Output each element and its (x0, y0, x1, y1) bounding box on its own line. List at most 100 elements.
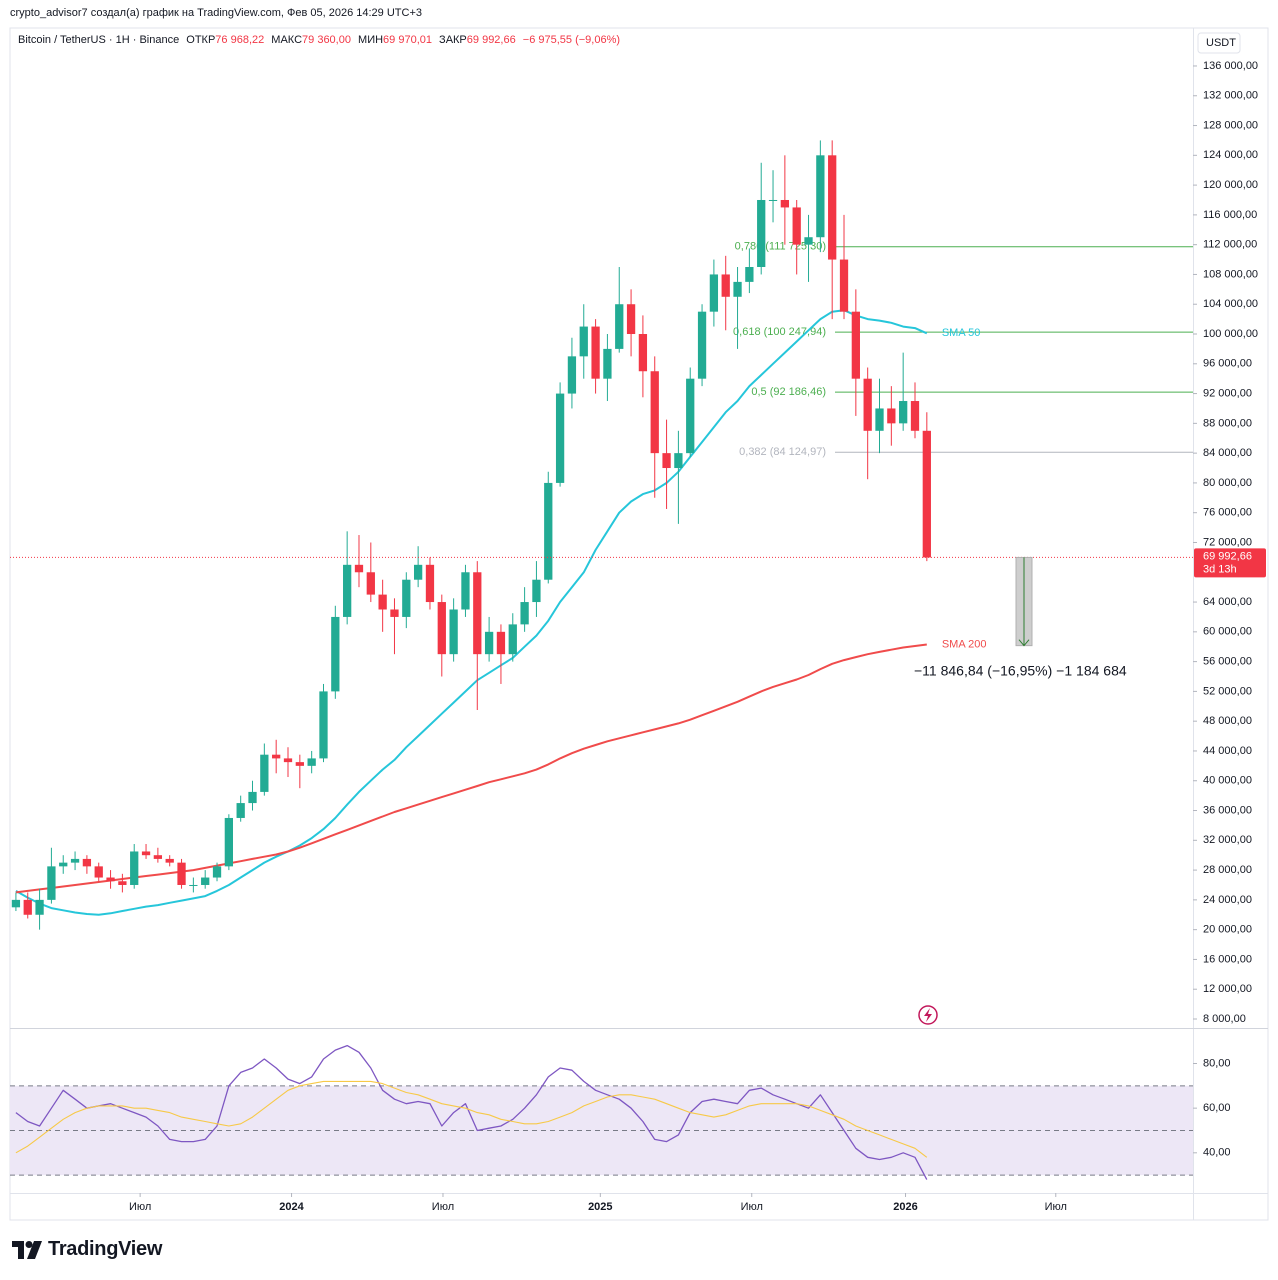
candle-body (792, 207, 801, 245)
candle-body (780, 199, 790, 208)
candle-body (721, 274, 730, 297)
y-tick-label: 32 000,00 (1203, 834, 1252, 846)
ohlc-label: ОТКР (186, 34, 216, 46)
ohlc-value: 79 360,00 (302, 34, 351, 46)
y-tick-label: 132 000,00 (1203, 90, 1258, 102)
candle-body (106, 877, 115, 882)
y-tick-label: 72 000,00 (1203, 536, 1252, 548)
ohlc-label: МАКС (271, 34, 303, 46)
measure-label: −11 846,84 (−16,95%) −1 184 684 (914, 662, 1127, 678)
candle-body (768, 199, 778, 201)
candle-body (260, 754, 269, 792)
candle-body (165, 858, 174, 863)
candle-body (899, 401, 908, 424)
candle-body (922, 430, 931, 558)
x-tick-label: Июл (129, 1201, 151, 1213)
candle-body (875, 408, 884, 431)
currency: USDT (1206, 37, 1236, 49)
x-tick-label: Июл (432, 1201, 454, 1213)
y-tick-label: 12 000,00 (1203, 983, 1252, 995)
candle-body (686, 378, 695, 454)
x-tick-label: 2024 (279, 1201, 304, 1213)
y-tick-label: 84 000,00 (1203, 447, 1252, 459)
candle-body (449, 609, 458, 655)
y-tick-label: 76 000,00 (1203, 507, 1252, 519)
candle-body (745, 267, 754, 282)
candle-body (662, 453, 671, 469)
y-tick-label: 136 000,00 (1203, 60, 1258, 72)
candle-body (378, 594, 387, 610)
candle-body (295, 762, 304, 766)
last-price-countdown: 3d 13h (1203, 563, 1237, 575)
ohlc-value: 69 970,01 (383, 34, 432, 46)
chart-frame (9, 27, 1269, 1221)
y-tick-label: 40 000,00 (1203, 775, 1252, 787)
change: −6 975,55 (−9,06%) (522, 34, 621, 46)
candle-body (603, 348, 612, 379)
candle-body (153, 855, 163, 859)
symbol: Bitcoin / TetherUS · 1H · Binance (18, 34, 180, 46)
candle-body (212, 866, 222, 878)
candle-body (851, 311, 860, 379)
line-series (15, 643, 927, 894)
candle-body (863, 378, 872, 431)
candle-body (59, 862, 68, 867)
candle-body (733, 281, 742, 297)
candle-body (82, 858, 92, 867)
candle-body (567, 356, 577, 394)
candle-body (224, 817, 233, 867)
candle-body (615, 304, 624, 349)
y-tick-label: 64 000,00 (1203, 596, 1252, 608)
candle-body (626, 304, 636, 335)
series-label: SMA 50 (942, 327, 981, 339)
y-tick-label: 88 000,00 (1203, 417, 1252, 429)
candle-body (650, 371, 659, 454)
candle-body (70, 858, 80, 863)
candle-body (201, 877, 210, 885)
candle-body (591, 326, 600, 379)
ohlc-label: МИН (358, 34, 384, 46)
brand-logo (12, 1240, 42, 1259)
y-tick-label: 128 000,00 (1203, 119, 1258, 131)
y-tick-label: 116 000,00 (1203, 209, 1257, 221)
candle-body (579, 326, 588, 357)
candle-body (331, 616, 340, 692)
candle-body (532, 579, 541, 603)
line-series (15, 1044, 928, 1180)
measure-arrowhead (1018, 639, 1030, 647)
y-tick-label: 104 000,00 (1203, 298, 1258, 310)
candle-body (638, 334, 648, 372)
ohlc-label: ЗАКР (439, 34, 467, 46)
candle-body (555, 393, 565, 483)
currency-box (1197, 32, 1241, 54)
candle-body (248, 791, 257, 804)
candle-body (674, 453, 683, 469)
candle-body (94, 866, 103, 878)
y-tick-label: 108 000,00 (1203, 268, 1258, 280)
brand: TradingView (48, 1238, 163, 1260)
candle-body (839, 259, 849, 312)
y-tick-label: 8 000,00 (1203, 1013, 1246, 1025)
candle-body (520, 602, 529, 625)
candle-body (130, 851, 139, 885)
candle-body (828, 155, 837, 260)
last-price-box (1194, 548, 1266, 578)
y-tick-label: 80 000,00 (1203, 477, 1252, 489)
candle-body (709, 274, 719, 312)
candle-body (887, 408, 896, 424)
x-tick-label: 2025 (588, 1201, 612, 1213)
candle-body (402, 579, 411, 617)
candle-body (390, 609, 399, 617)
y-tick-label: 20 000,00 (1203, 924, 1252, 936)
candle-body (272, 754, 281, 759)
x-tick-label: 2026 (893, 1201, 917, 1213)
candle-body (508, 624, 517, 655)
x-tick-label: Июл (741, 1201, 763, 1213)
candle-body (11, 899, 21, 908)
candle-body (177, 862, 186, 885)
candle-body (354, 564, 364, 573)
fib-label: 0,382 (84 124,97) (739, 446, 826, 458)
line-series (15, 1080, 928, 1158)
last-price-label: 69 992,66 (1203, 550, 1252, 562)
